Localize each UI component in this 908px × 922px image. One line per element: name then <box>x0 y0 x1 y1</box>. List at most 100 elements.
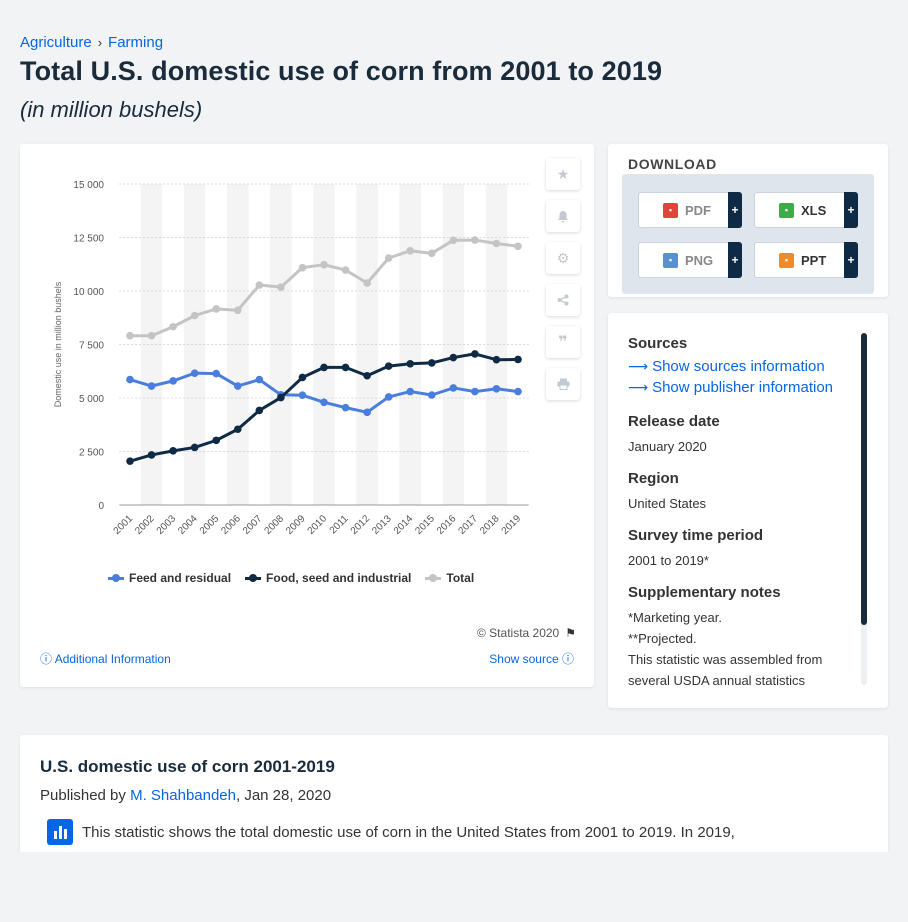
favorite-star-icon[interactable]: ★ <box>546 158 580 190</box>
data-point <box>212 369 221 378</box>
download-pdf-plus-icon[interactable]: + <box>728 192 742 228</box>
data-point <box>427 391 436 399</box>
supplementary-note-line: *Marketing year. <box>628 610 722 625</box>
data-point <box>406 387 415 396</box>
show-source-link[interactable]: Show source ⓘ <box>489 650 574 667</box>
png-file-icon: ▪ <box>663 252 678 268</box>
x-tick-label: 2007 <box>241 513 265 537</box>
show-sources-link[interactable]: ⟶ Show sources information <box>628 358 860 375</box>
sources-card: Sources ⟶ Show sources information ⟶ Show … <box>608 313 888 708</box>
footer-band <box>0 852 908 922</box>
y-tick-label: 10 000 <box>73 287 104 298</box>
chart-column-band <box>227 184 249 505</box>
x-tick-label: 2013 <box>370 513 394 537</box>
legend-item-total[interactable]: Total <box>425 571 474 585</box>
x-tick-label: 2015 <box>413 513 437 537</box>
print-icon[interactable] <box>546 368 580 400</box>
breadcrumb-link-agriculture[interactable]: Agriculture <box>20 34 92 51</box>
data-point <box>341 403 350 412</box>
y-tick-label: 12 500 <box>73 234 104 245</box>
x-tick-label: 2012 <box>349 513 373 537</box>
data-point <box>255 375 264 384</box>
x-tick-label: 2010 <box>306 513 330 537</box>
arrow-right-icon: ⟶ <box>628 358 649 374</box>
download-xls-plus-icon[interactable]: + <box>844 192 858 228</box>
data-point <box>255 281 264 289</box>
survey-period-value: 2001 to 2019* <box>628 553 709 568</box>
chart-column-band <box>356 184 378 505</box>
data-point <box>255 406 264 415</box>
cite-quote-icon[interactable]: ❞ <box>546 326 580 358</box>
spacer <box>628 571 860 584</box>
download-ppt-button[interactable]: ▪ PPT + <box>754 242 858 278</box>
download-png-label: PNG <box>685 252 714 268</box>
data-point <box>449 353 458 362</box>
breadcrumb-link-farming[interactable]: Farming <box>108 34 164 51</box>
data-point <box>320 260 328 269</box>
pdf-file-icon: ▪ <box>663 202 678 218</box>
y-tick-label: 0 <box>98 501 104 512</box>
data-point <box>341 266 350 274</box>
published-date: , Jan 28, 2020 <box>236 787 332 804</box>
data-point <box>320 398 328 407</box>
data-point <box>471 350 479 358</box>
chart-legend: Feed and residual Food, seed and industr… <box>108 571 488 585</box>
x-tick-label: 2004 <box>176 513 200 537</box>
download-xls-button[interactable]: ▪ XLS + <box>754 192 858 228</box>
show-publisher-link[interactable]: ⟶ Show publisher information <box>628 379 860 396</box>
data-point <box>126 375 134 384</box>
y-tick-label: 5 000 <box>79 394 104 405</box>
x-tick-label: 2005 <box>198 513 222 537</box>
x-tick-label: 2008 <box>262 513 286 537</box>
legend-swatch-total <box>425 574 442 582</box>
legend-item-food[interactable]: Food, seed and industrial <box>245 571 411 585</box>
data-point <box>233 382 242 390</box>
copyright-text: © Statista 2020 <box>477 626 560 640</box>
show-publisher-label: Show publisher information <box>652 379 834 396</box>
report-flag-icon[interactable]: ⚑ <box>565 626 576 640</box>
download-ppt-plus-icon[interactable]: + <box>844 242 858 278</box>
bar-chart-icon <box>47 819 73 845</box>
additional-information-label: Additional Information <box>54 652 171 666</box>
chart-column-band <box>399 184 421 505</box>
share-icon[interactable] <box>546 284 580 316</box>
download-pdf-label: PDF <box>685 202 711 218</box>
data-point <box>190 311 199 320</box>
info-circle-icon: ⓘ <box>40 652 53 666</box>
data-point <box>363 371 371 380</box>
xls-file-icon: ▪ <box>779 202 794 218</box>
breadcrumb: Agriculture › Farming <box>20 34 163 51</box>
scrollbar-thumb[interactable] <box>861 333 867 625</box>
show-sources-label: Show sources information <box>652 358 825 375</box>
data-point <box>363 408 371 417</box>
notification-bell-icon[interactable] <box>546 200 580 232</box>
download-png-plus-icon[interactable]: + <box>728 242 742 278</box>
chart-toolbar: ★ ⚙ ❞ <box>546 158 580 410</box>
chart-column-band <box>442 184 465 505</box>
data-point <box>427 249 436 258</box>
show-source-label: Show source <box>489 652 559 666</box>
additional-information-link[interactable]: ⓘ Additional Information <box>40 650 171 667</box>
author-link[interactable]: M. Shahbandeh <box>130 787 236 804</box>
data-point <box>233 306 242 315</box>
data-point <box>169 447 177 455</box>
info-circle-icon: ⓘ <box>561 652 574 666</box>
page-title: Total U.S. domestic use of corn from 200… <box>20 56 663 86</box>
ppt-file-icon: ▪ <box>779 252 794 268</box>
data-point <box>169 377 177 385</box>
data-point <box>427 359 436 367</box>
download-png-button[interactable]: ▪ PNG + <box>638 242 742 278</box>
data-point <box>492 239 501 248</box>
settings-gear-icon[interactable]: ⚙ <box>546 242 580 274</box>
legend-item-feed[interactable]: Feed and residual <box>108 571 231 585</box>
sources-scrollbar[interactable] <box>861 333 867 685</box>
x-tick-label: 2018 <box>478 513 502 537</box>
data-point <box>298 373 307 382</box>
x-tick-label: 2019 <box>500 513 524 537</box>
download-pdf-button[interactable]: ▪ PDF + <box>638 192 742 228</box>
data-point <box>147 331 156 340</box>
download-xls-label: XLS <box>801 202 827 218</box>
data-point <box>147 451 156 459</box>
